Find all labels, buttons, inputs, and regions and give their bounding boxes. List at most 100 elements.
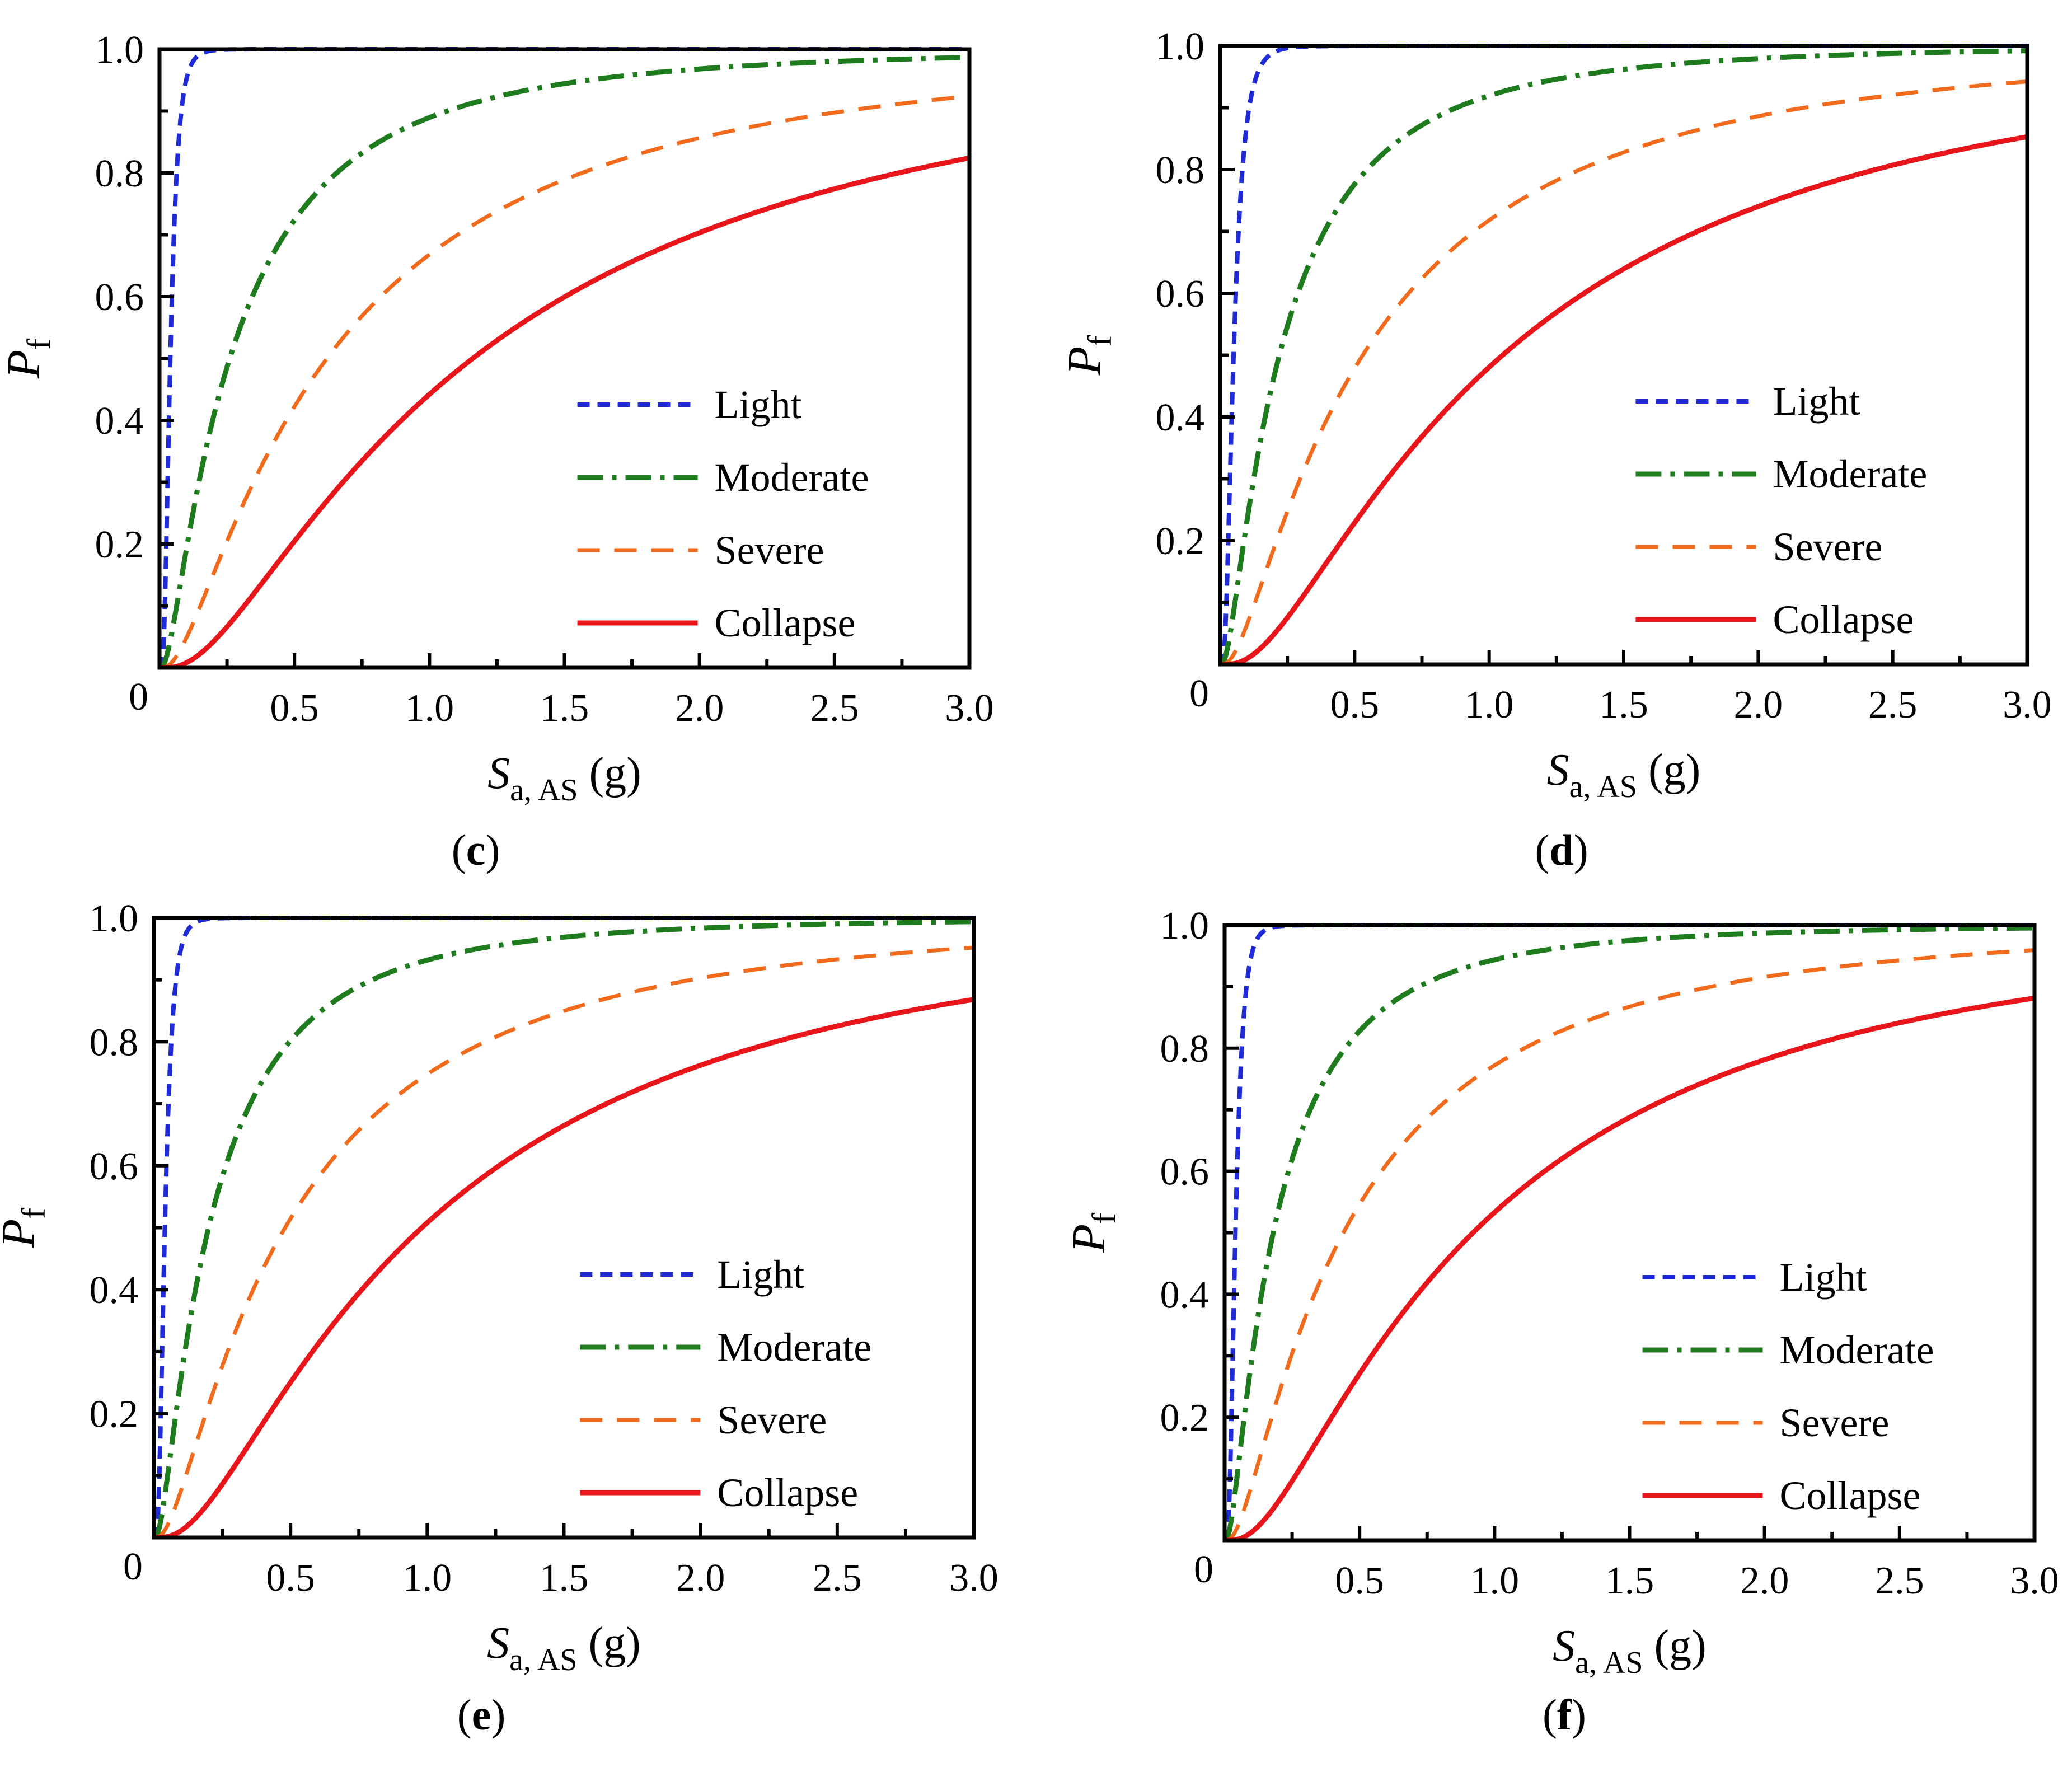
x-axis-label-unit: (g) xyxy=(578,749,641,798)
y-tick-label: 0.6 xyxy=(90,1145,139,1188)
panel-caption: (e) xyxy=(457,1690,506,1739)
legend-label-severe: Severe xyxy=(717,1398,827,1442)
y-axis-label: Pf xyxy=(1058,335,1118,376)
x-axis-label-unit: (g) xyxy=(1637,746,1700,795)
x-axis-label: Sa, AS (g) xyxy=(487,749,641,808)
y-tick-label: 0.8 xyxy=(95,152,144,195)
legend-label-collapse: Collapse xyxy=(715,601,856,645)
x-tick-label: 1.0 xyxy=(403,1557,452,1600)
y-tick-label: 0.8 xyxy=(90,1021,139,1064)
x-tick-label: 1.5 xyxy=(1605,1559,1654,1602)
legend-label-collapse: Collapse xyxy=(1780,1473,1921,1518)
legend-label-light: Light xyxy=(1780,1255,1867,1300)
x-axis-label-subscript: a, AS xyxy=(1575,1646,1643,1680)
y-tick-label: 0.2 xyxy=(95,523,144,566)
y-tick-label: 0.6 xyxy=(1160,1151,1210,1194)
x-tick-label: 3.0 xyxy=(945,687,994,730)
x-axis-label-main: S xyxy=(1547,746,1569,795)
legend-label-collapse: Collapse xyxy=(1773,597,1914,642)
panel-caption-letter: d xyxy=(1549,826,1573,874)
x-tick-label: 2.5 xyxy=(813,1557,862,1600)
y-tick-label: 0.4 xyxy=(95,400,144,443)
curves-group xyxy=(1220,44,2027,664)
panel-caption: (c) xyxy=(452,826,500,874)
y-axis-label-subscript: f xyxy=(15,1208,52,1219)
legend-label-moderate: Moderate xyxy=(717,1325,871,1370)
panel-caption-letter: f xyxy=(1557,1690,1572,1739)
legend-label-collapse: Collapse xyxy=(717,1470,858,1515)
x-tick-label: 2.5 xyxy=(810,687,859,730)
curves-group xyxy=(1225,923,2035,1540)
x-tick-label: 1.5 xyxy=(540,1557,589,1600)
x-tick-label: 2.5 xyxy=(1875,1559,1924,1602)
legend-label-moderate: Moderate xyxy=(1780,1328,1934,1372)
x-axis-label-main: S xyxy=(487,1619,509,1668)
chart-panel-f: 0 0.5 1.0 1.5 2.0 2.5 3.0 0.2 0.4 0.6 0.8 1.0 Sa, AS… xyxy=(1063,904,2059,1739)
series-line-collapse xyxy=(1225,995,2035,1540)
x-tick-label: 2.0 xyxy=(1734,683,1783,726)
x-axis-label-main: S xyxy=(487,749,510,798)
x-tick-label: 0.5 xyxy=(270,687,319,730)
panel-caption: (f) xyxy=(1543,1690,1586,1739)
x-tick-label: 1.0 xyxy=(1465,683,1514,726)
legend: Light Moderate Severe Collapse xyxy=(577,382,869,645)
y-axis-label: Pf xyxy=(0,1208,52,1248)
x-tick-label: 0 xyxy=(123,1545,143,1588)
y-axis-label-main: P xyxy=(1058,346,1110,376)
plot-frame xyxy=(157,47,972,670)
legend-label-severe: Severe xyxy=(1780,1400,1890,1445)
y-tick-label: 0.4 xyxy=(1160,1273,1210,1316)
x-tick-label: 2.5 xyxy=(1868,683,1918,726)
x-tick-label: 0 xyxy=(1189,672,1209,715)
x-tick-label: 1.0 xyxy=(405,687,454,730)
y-tick-label: 0.6 xyxy=(1156,273,1205,316)
panel-caption-letter: c xyxy=(466,826,486,874)
y-axis-label-main: P xyxy=(0,350,50,379)
series-line-moderate xyxy=(1225,925,2035,1540)
y-tick-label: 0.2 xyxy=(1160,1396,1210,1440)
legend-label-light: Light xyxy=(1773,379,1860,424)
x-axis-label: Sa, AS (g) xyxy=(1547,746,1701,804)
series-line-moderate xyxy=(1220,48,2027,664)
y-tick-label: 1.0 xyxy=(90,897,139,940)
x-tick-label: 3.0 xyxy=(2003,683,2052,726)
y-tick-label: 0.2 xyxy=(1156,520,1205,563)
x-tick-label: 1.5 xyxy=(1599,683,1648,726)
chart-panel-e: 0 0.5 1.0 1.5 2.0 2.5 3.0 0.2 0.4 0.6 0.8 1.0 Sa, AS… xyxy=(0,897,999,1739)
series-line-light xyxy=(160,47,969,668)
plot-frame xyxy=(1218,44,2029,667)
y-axis-label-subscript: f xyxy=(1086,1213,1123,1224)
legend-label-severe: Severe xyxy=(1773,524,1882,569)
legend: Light Moderate Severe Collapse xyxy=(1635,379,1927,642)
x-tick-label: 3.0 xyxy=(949,1557,999,1600)
legend-label-moderate: Moderate xyxy=(1773,452,1927,496)
x-axis-label-main: S xyxy=(1553,1621,1575,1671)
chart-panel-d: 0 0.5 1.0 1.5 2.0 2.5 3.0 0.2 0.4 0.6 0.8 1.0 Sa, AS… xyxy=(1058,25,2052,874)
x-tick-label: 0.5 xyxy=(1335,1559,1384,1602)
y-tick-label: 0.2 xyxy=(90,1393,139,1436)
y-axis-label-subscript: f xyxy=(1081,335,1118,346)
panel-caption-letter: e xyxy=(472,1690,491,1739)
y-axis-label: Pf xyxy=(0,339,58,379)
series-line-severe xyxy=(1225,948,2035,1540)
legend-label-light: Light xyxy=(715,382,802,427)
legend-label-light: Light xyxy=(717,1252,804,1297)
x-axis-label-subscript: a, AS xyxy=(1569,770,1637,804)
y-axis-label-main: P xyxy=(1063,1224,1115,1253)
x-tick-label: 0 xyxy=(129,676,148,719)
x-tick-label: 1.0 xyxy=(1470,1559,1520,1602)
y-tick-label: 1.0 xyxy=(1156,25,1205,68)
legend: Light Moderate Severe Collapse xyxy=(1642,1255,1934,1518)
x-tick-label: 0.5 xyxy=(1330,683,1380,726)
series-line-severe xyxy=(154,945,974,1537)
y-tick-label: 0.4 xyxy=(90,1269,139,1312)
curves-group xyxy=(160,47,969,668)
x-axis-label-unit: (g) xyxy=(1643,1621,1707,1671)
y-tick-label: 0.6 xyxy=(95,276,144,319)
series-line-moderate xyxy=(160,54,969,668)
x-axis-label: Sa, AS (g) xyxy=(1553,1621,1707,1680)
y-tick-label: 0.4 xyxy=(1156,396,1205,439)
x-tick-label: 2.0 xyxy=(1740,1559,1789,1602)
series-line-severe xyxy=(160,94,969,668)
x-axis-label-unit: (g) xyxy=(578,1619,641,1668)
